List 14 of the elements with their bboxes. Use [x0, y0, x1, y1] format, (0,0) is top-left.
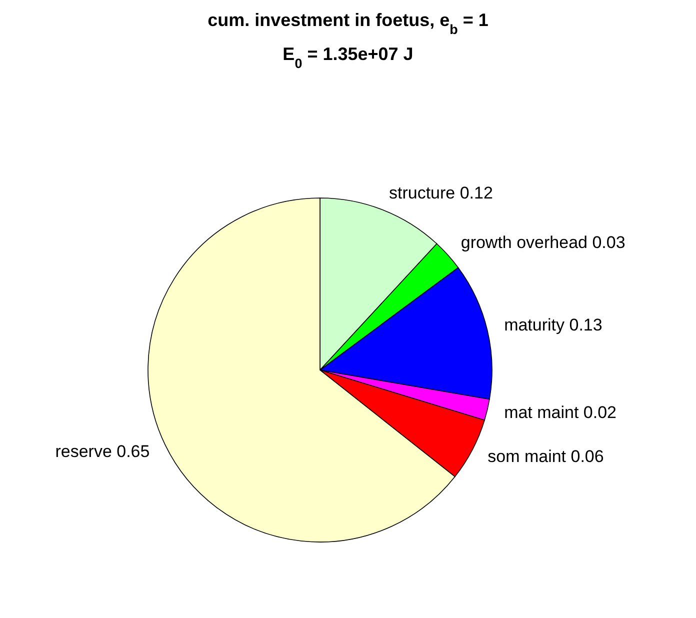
slice-label: mat maint [504, 403, 579, 422]
data-label: 0.06 [570, 447, 604, 466]
data-label: 0.02 [583, 403, 617, 422]
data-label: 0.65 [116, 442, 150, 461]
data-label: 0.13 [569, 316, 602, 335]
slice-label: growth overhead [460, 233, 588, 252]
slice-label: som maint [488, 447, 566, 466]
slice-label: structure [388, 183, 456, 202]
slice-label: reserve [55, 442, 112, 461]
data-label: 0.12 [460, 183, 493, 202]
slice-label: maturity [504, 316, 566, 335]
chart-subtitle: E$_{0}$ = 1.35e+07 J [282, 44, 414, 70]
data-label: 0.03 [592, 233, 626, 252]
chart-title: cum. investment in foetus, e$_{b}$ = 1 [208, 10, 488, 36]
